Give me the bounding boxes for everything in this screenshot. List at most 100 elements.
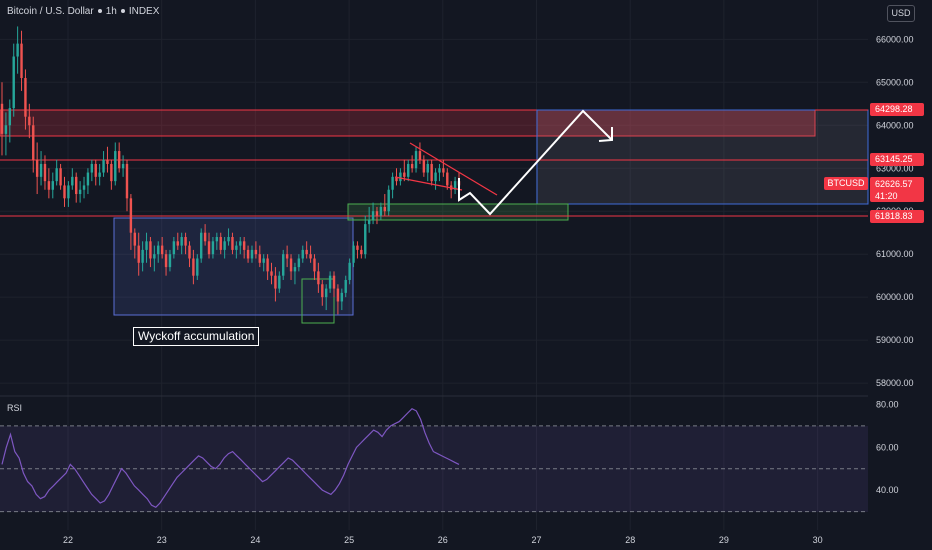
candle-body xyxy=(141,249,144,263)
time-tick-label: 29 xyxy=(719,535,729,545)
candle-body xyxy=(246,249,250,259)
candle-body xyxy=(211,241,215,255)
candle-body xyxy=(160,245,164,255)
candle-body xyxy=(129,198,133,233)
projection-path xyxy=(458,109,613,216)
candle-body xyxy=(422,159,426,173)
wyckoff-annotation: Wyckoff accumulation xyxy=(133,327,260,346)
current-price: 62626.57 xyxy=(875,179,913,189)
candle-body xyxy=(293,267,297,272)
candle-body xyxy=(63,185,66,199)
price-tick-label: 64000.00 xyxy=(876,120,914,130)
candle-body xyxy=(399,172,402,182)
timeframe: 1h xyxy=(105,6,117,17)
price-tick-label: 59000.00 xyxy=(876,335,914,345)
ticker-label: BTCUSD xyxy=(824,177,868,190)
support-price-label: 61818.83 xyxy=(870,210,924,223)
candle-body xyxy=(352,245,355,263)
resistance-zone xyxy=(0,109,538,137)
drawing-zones xyxy=(0,109,869,324)
candle-body xyxy=(184,237,187,246)
candle-body xyxy=(86,172,90,186)
candle-body xyxy=(180,237,183,246)
rsi-tick-label: 80.00 xyxy=(876,399,899,409)
candle-body xyxy=(453,181,457,190)
candle-body xyxy=(98,172,101,177)
candle-body xyxy=(12,56,15,109)
candle-body xyxy=(235,245,238,250)
candle-body xyxy=(203,232,207,242)
candle-body xyxy=(313,258,316,272)
candle-body xyxy=(145,241,148,250)
candle-body xyxy=(262,258,265,263)
rsi-label: RSI xyxy=(7,403,23,413)
symbol-name: Bitcoin / U.S. Dollar xyxy=(7,6,94,17)
mid-level-price-label: 63145.25 xyxy=(870,153,924,166)
candle-body xyxy=(8,108,12,126)
candle-body xyxy=(149,241,152,259)
exchange: INDEX xyxy=(128,6,160,17)
candle-body xyxy=(78,189,82,195)
candle-body xyxy=(168,254,172,268)
candle-body xyxy=(24,78,27,117)
candle-body xyxy=(258,254,262,263)
candle-body xyxy=(157,245,160,255)
rsi-tick-label: 40.00 xyxy=(876,485,899,495)
price-tick-label: 63000.00 xyxy=(876,163,914,173)
candle-body xyxy=(199,232,203,259)
candle-body xyxy=(360,249,363,255)
candle-body xyxy=(16,43,19,57)
candle-body xyxy=(395,176,398,182)
candle-body xyxy=(414,151,418,169)
candle-body xyxy=(375,211,379,216)
time-tick-label: 27 xyxy=(531,535,541,545)
candle-body xyxy=(219,237,222,250)
candle-body xyxy=(282,254,285,276)
candle-body xyxy=(4,125,8,134)
candle-body xyxy=(344,279,347,293)
candle-body xyxy=(340,292,344,302)
candle-body xyxy=(164,254,168,268)
candle-body xyxy=(442,168,445,173)
candle-body xyxy=(207,241,211,255)
candle-body xyxy=(176,241,179,246)
price-tick-label: 65000.00 xyxy=(876,77,914,87)
candle-body xyxy=(137,245,140,263)
time-tick-label: 24 xyxy=(250,535,260,545)
rsi-line xyxy=(1,407,460,509)
candle-body xyxy=(383,206,386,212)
rsi-pane xyxy=(0,407,868,513)
candle-body xyxy=(28,116,31,126)
candle-body xyxy=(94,163,97,177)
wedge-upper-line xyxy=(409,142,498,196)
candle-body xyxy=(32,125,35,160)
candle-body xyxy=(239,241,242,246)
time-tick-label: 26 xyxy=(438,535,448,545)
candle-body xyxy=(324,288,328,298)
candle-body xyxy=(274,275,277,289)
candle-body xyxy=(55,168,58,182)
candle-body xyxy=(434,172,437,182)
candle-body xyxy=(192,258,195,276)
candle-body xyxy=(301,249,304,259)
candle-body xyxy=(254,249,258,255)
projection-box xyxy=(536,109,869,205)
candle-body xyxy=(47,181,51,190)
candle-body xyxy=(215,237,219,242)
chart-title: Bitcoin / U.S. Dollar 1h INDEX xyxy=(7,6,159,17)
candle-body xyxy=(387,189,390,212)
candle-body xyxy=(430,163,433,182)
candle-body xyxy=(35,159,39,177)
currency-button[interactable]: USD xyxy=(887,5,915,22)
candle-body xyxy=(297,258,301,268)
candle-body xyxy=(379,206,383,216)
candle-body xyxy=(270,271,273,276)
current-price-label: 62626.57 41:20 xyxy=(870,177,924,202)
bar-countdown: 41:20 xyxy=(875,191,898,201)
candle-body xyxy=(309,254,312,259)
candle-body xyxy=(67,185,70,199)
candle-body xyxy=(43,163,47,182)
candle-body xyxy=(20,43,23,79)
projection-drawings xyxy=(394,109,613,216)
